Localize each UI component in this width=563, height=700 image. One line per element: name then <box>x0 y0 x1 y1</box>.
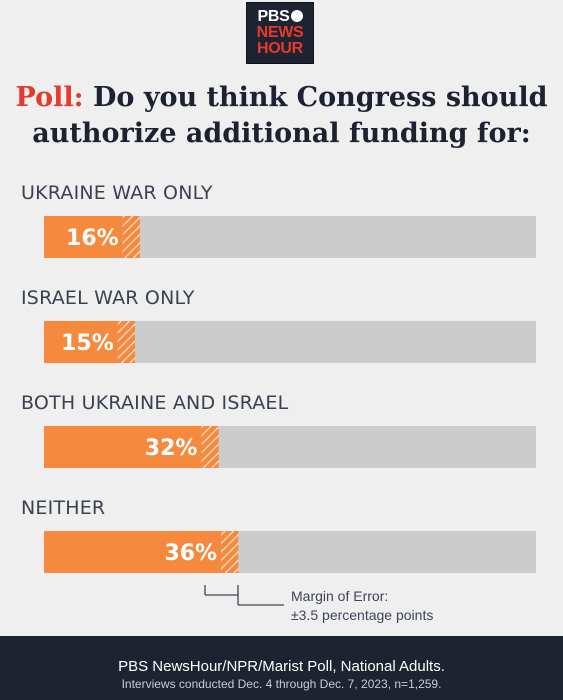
value-label-ukraine: 16% <box>66 226 119 251</box>
margin-hatch-israel <box>117 321 136 363</box>
footer-methodology: Interviews conducted Dec. 4 through Dec.… <box>121 677 442 691</box>
margin-hatch-neither <box>221 531 239 573</box>
margin-of-error-bracket <box>204 585 284 606</box>
bar-ukraine <box>44 216 123 258</box>
bar-chart: 16% 15% 32% 36% <box>44 216 536 606</box>
footer-source: PBS NewsHour/NPR/Marist Poll, National A… <box>118 658 445 675</box>
margin-hatch-both <box>201 426 219 468</box>
category-label-neither: NEITHER <box>21 497 106 519</box>
chart-title: Poll: Do you think Congress should autho… <box>0 80 563 152</box>
bar-israel <box>44 321 118 363</box>
logo-text-news: NEWS <box>256 24 304 41</box>
value-label-both: 32% <box>145 436 198 461</box>
category-label-ukraine: UKRAINE WAR ONLY <box>21 182 213 204</box>
title-line1: Do you think Congress should <box>83 82 548 113</box>
logo-text-hour: HOUR <box>257 40 303 57</box>
value-label-israel: 15% <box>61 331 114 356</box>
title-line2: authorize additional funding for: <box>32 118 531 149</box>
category-label-israel: ISRAEL WAR ONLY <box>21 287 195 309</box>
category-label-both: BOTH UKRAINE AND ISRAEL <box>21 392 289 414</box>
pbs-newshour-logo: PBS NEWS HOUR <box>246 2 314 64</box>
title-lead: Poll: <box>15 82 84 113</box>
moe-line1: Margin of Error: <box>291 588 389 604</box>
logo-text-pbs: PBS <box>257 8 290 25</box>
margin-of-error-note: Margin of Error: ±3.5 percentage points <box>291 587 433 625</box>
bar-both <box>44 426 202 468</box>
margin-hatch-ukraine <box>122 216 140 258</box>
footer: PBS NewsHour/NPR/Marist Poll, National A… <box>0 636 563 700</box>
pbs-heads-icon <box>290 10 303 22</box>
bar-neither <box>44 531 222 573</box>
value-label-neither: 36% <box>164 541 217 566</box>
moe-line2: ±3.5 percentage points <box>291 607 434 623</box>
